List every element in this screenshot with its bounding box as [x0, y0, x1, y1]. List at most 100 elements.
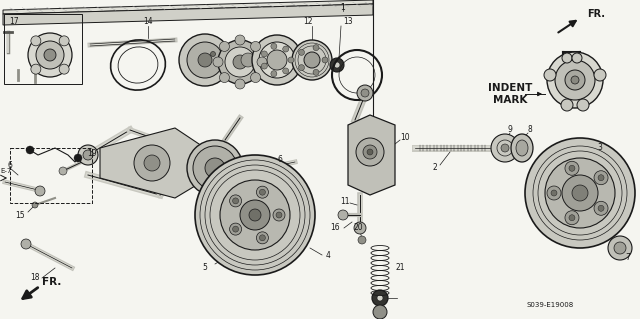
Circle shape [230, 195, 241, 207]
Circle shape [562, 175, 598, 211]
Circle shape [354, 222, 366, 234]
Circle shape [220, 41, 230, 51]
Circle shape [313, 45, 319, 51]
Circle shape [501, 144, 509, 152]
Circle shape [545, 158, 615, 228]
Circle shape [220, 180, 290, 250]
Circle shape [179, 34, 231, 86]
Circle shape [551, 190, 557, 196]
Circle shape [241, 53, 255, 67]
Ellipse shape [211, 51, 216, 56]
Text: 20: 20 [353, 224, 363, 233]
Text: 2: 2 [433, 164, 437, 173]
Circle shape [367, 149, 373, 155]
Circle shape [44, 49, 56, 61]
Text: 21: 21 [396, 263, 404, 272]
Text: 8: 8 [527, 125, 532, 135]
Circle shape [220, 72, 230, 83]
Circle shape [358, 236, 366, 244]
Ellipse shape [511, 134, 533, 162]
Circle shape [547, 186, 561, 200]
Circle shape [614, 242, 626, 254]
Text: 11: 11 [340, 197, 349, 206]
Circle shape [187, 140, 243, 196]
Circle shape [232, 198, 239, 204]
Text: 3: 3 [598, 144, 602, 152]
Circle shape [571, 76, 579, 84]
Circle shape [572, 53, 582, 63]
Circle shape [144, 155, 160, 171]
Circle shape [251, 166, 261, 176]
Text: 5: 5 [203, 263, 207, 272]
Circle shape [322, 57, 328, 63]
Circle shape [225, 47, 255, 77]
Circle shape [235, 35, 245, 45]
Circle shape [283, 46, 289, 52]
Circle shape [31, 64, 41, 74]
Circle shape [547, 52, 603, 108]
Circle shape [261, 51, 268, 57]
Circle shape [83, 150, 93, 160]
Circle shape [338, 210, 348, 220]
Circle shape [276, 212, 282, 218]
Circle shape [373, 305, 387, 319]
Circle shape [257, 57, 267, 67]
Circle shape [134, 145, 170, 181]
Circle shape [250, 72, 260, 83]
Circle shape [598, 175, 604, 181]
Text: FR.: FR. [42, 277, 61, 287]
Text: 19: 19 [87, 149, 97, 158]
Circle shape [193, 146, 237, 190]
Circle shape [230, 223, 241, 235]
Circle shape [356, 138, 384, 166]
Text: 15: 15 [15, 211, 25, 219]
Circle shape [32, 202, 38, 208]
Circle shape [565, 70, 585, 90]
Circle shape [252, 35, 302, 85]
Text: 6: 6 [8, 160, 12, 169]
Circle shape [213, 57, 223, 67]
Circle shape [334, 62, 340, 68]
Circle shape [565, 161, 579, 175]
Circle shape [283, 68, 289, 74]
Circle shape [271, 70, 277, 77]
Circle shape [218, 40, 262, 84]
Circle shape [298, 65, 305, 70]
Circle shape [594, 171, 608, 185]
Circle shape [36, 41, 64, 69]
Circle shape [28, 33, 72, 77]
Text: 18: 18 [30, 273, 40, 283]
Circle shape [565, 211, 579, 225]
Text: 16: 16 [330, 224, 340, 233]
Text: 17: 17 [9, 18, 19, 26]
Circle shape [257, 186, 268, 198]
Text: E-7: E-7 [0, 168, 12, 174]
Circle shape [26, 146, 34, 154]
Circle shape [267, 50, 287, 70]
Circle shape [257, 232, 268, 244]
Text: 4: 4 [326, 250, 330, 259]
Circle shape [298, 49, 305, 56]
Circle shape [205, 158, 225, 178]
Circle shape [59, 64, 69, 74]
Circle shape [608, 236, 632, 260]
Circle shape [187, 42, 223, 78]
Circle shape [491, 134, 519, 162]
Text: S039-E19008: S039-E19008 [526, 302, 573, 308]
Text: INDENT: INDENT [488, 83, 532, 93]
Circle shape [372, 290, 388, 306]
Circle shape [273, 209, 285, 221]
Circle shape [363, 145, 377, 159]
Text: 6: 6 [278, 155, 282, 165]
Circle shape [357, 85, 373, 101]
Circle shape [232, 226, 239, 232]
Ellipse shape [516, 140, 528, 156]
Circle shape [195, 155, 315, 275]
Circle shape [544, 69, 556, 81]
Polygon shape [3, 0, 373, 14]
Circle shape [572, 185, 588, 201]
Circle shape [78, 145, 98, 165]
Circle shape [377, 295, 383, 301]
Text: FR.: FR. [587, 9, 605, 19]
Circle shape [259, 42, 295, 78]
